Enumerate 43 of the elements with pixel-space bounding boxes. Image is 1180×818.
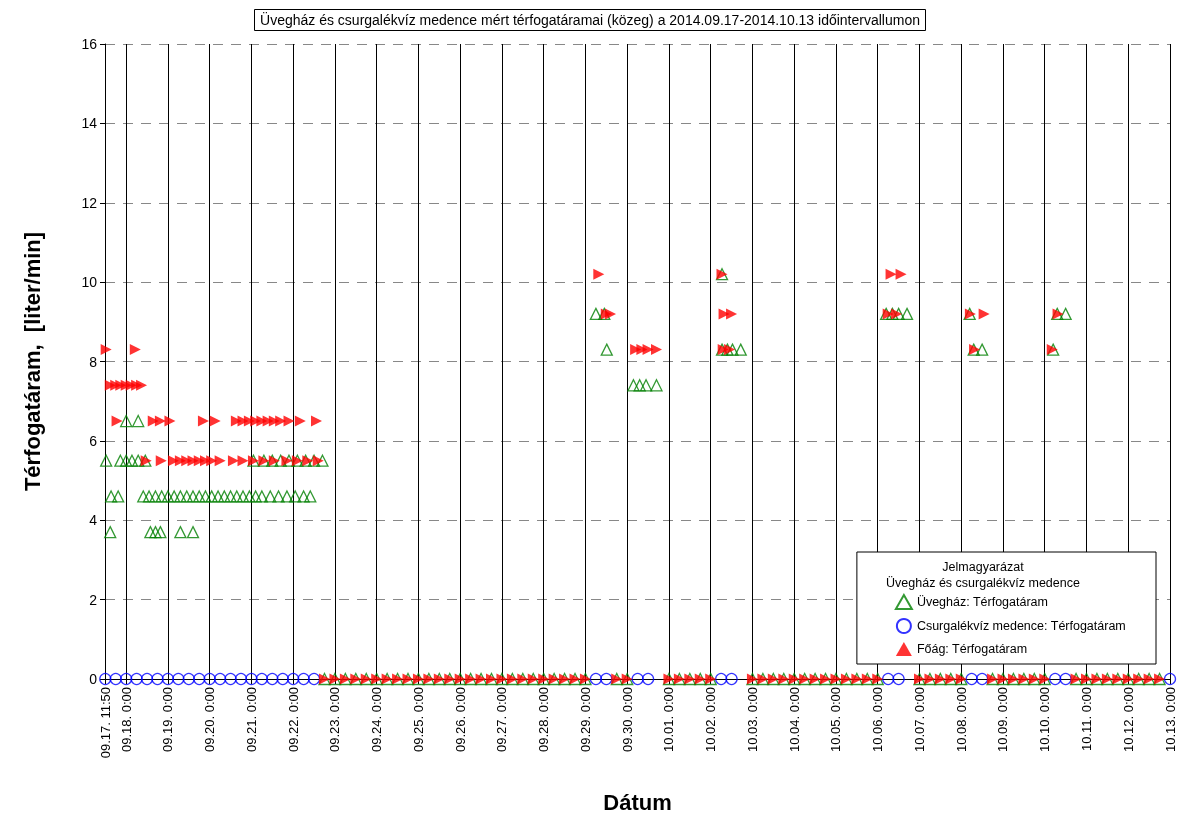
x-axis-title: Dátum — [603, 789, 672, 815]
x-tick-label: 10.09. 0:00 — [995, 687, 1011, 753]
y-tick-label: 12 — [81, 194, 98, 211]
x-tick-label: 09.26. 0:00 — [452, 687, 468, 753]
x-tick-label: 10.02. 0:00 — [703, 687, 719, 753]
x-tick-label: 09.30. 0:00 — [619, 687, 635, 753]
x-tick-label: 10.05. 0:00 — [828, 687, 844, 753]
y-axis-title: Térfogatáram, [liter/min] — [19, 231, 45, 492]
x-tick-label: 10.11. 0:00 — [1078, 687, 1094, 752]
y-tick-label: 2 — [89, 591, 98, 608]
x-tick-label: 09.27. 0:00 — [494, 687, 510, 753]
x-tick-label: 10.01. 0:00 — [661, 687, 677, 753]
x-tick-label: 10.13. 0:00 — [1162, 687, 1178, 753]
legend-label: Üvegház: Térfogatáram — [916, 595, 1048, 609]
y-tick-label: 4 — [89, 512, 98, 529]
legend-title: Jelmagyarázat Üvegház és csurgalékvíz medence — [886, 560, 1080, 590]
x-tick-label: 09.24. 0:00 — [369, 687, 385, 753]
y-tick-label: 8 — [89, 353, 98, 370]
x-tick-label: 09.28. 0:00 — [536, 687, 552, 753]
chart-title: Üvegház és csurgalékvíz medence mért térfogatáramai (közeg) a 2014.09.17-2014.10.13 időintervallumon — [260, 11, 920, 28]
x-tick-label: 09.18. 0:00 — [118, 687, 134, 753]
legend-label: Főág: Térfogatáram — [916, 642, 1028, 656]
x-tick-label: 09.29. 0:00 — [577, 687, 593, 753]
x-tick-label: 10.07. 0:00 — [911, 687, 927, 753]
x-tick-label: 10.08. 0:00 — [953, 687, 969, 753]
x-tick-label: 10.03. 0:00 — [744, 687, 760, 753]
y-tick-label: 6 — [89, 432, 98, 449]
y-tick-label: 16 — [81, 36, 98, 52]
y-tick-label: 0 — [89, 671, 98, 687]
x-tick-label: 09.17. 11:50 — [97, 687, 113, 759]
x-tick-label: 09.20. 0:00 — [202, 687, 218, 753]
x-tick-label: 10.10. 0:00 — [1037, 687, 1053, 753]
x-tick-label: 10.04. 0:00 — [786, 687, 802, 753]
legend-label: Csurgalékvíz medence: Térfogatáram — [916, 619, 1126, 633]
x-tick-label: 10.12. 0:00 — [1120, 687, 1136, 753]
x-tick-label: 09.22. 0:00 — [285, 687, 301, 753]
x-tick-label: 09.19. 0:00 — [160, 687, 176, 753]
x-tick-label: 09.23. 0:00 — [327, 687, 343, 753]
x-tick-label: 09.21. 0:00 — [243, 687, 259, 753]
x-tick-label: 10.06. 0:00 — [870, 687, 886, 753]
y-tick-label: 14 — [81, 115, 98, 132]
x-tick-label: 09.25. 0:00 — [410, 687, 426, 753]
y-tick-label: 10 — [81, 274, 98, 291]
